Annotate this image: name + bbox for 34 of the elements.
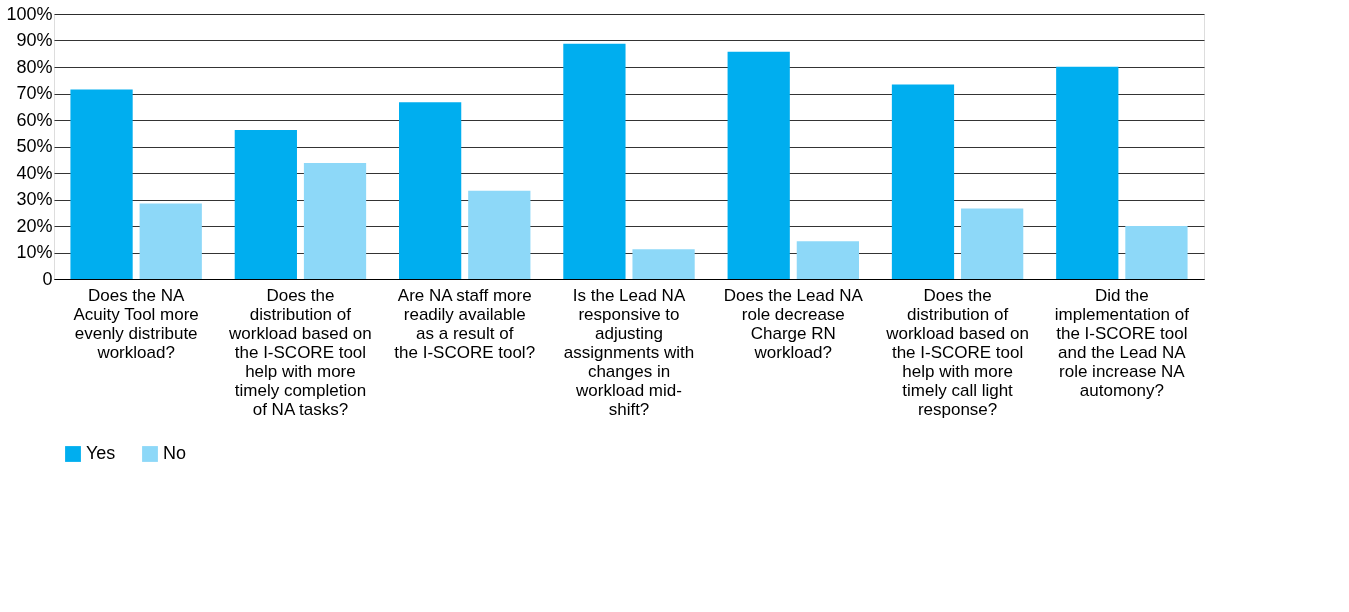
bar: [632, 249, 695, 279]
bar: [796, 241, 859, 279]
bar: [563, 43, 626, 279]
x-tick-label: Does the distribution of workload based on the I-SCORE tool help with more timely completion of NA tasks?: [228, 285, 372, 419]
bar: [139, 203, 202, 279]
y-tick-label: 20%: [16, 215, 53, 236]
y-tick-label: 50%: [16, 136, 53, 156]
legend-label: Yes: [86, 443, 116, 463]
x-tick-label: Are NA staff more readily available as a result of the I-SCORE tool?: [394, 285, 536, 362]
y-tick-label: 10%: [16, 242, 53, 262]
x-tick-label: Does the NA Acuity Tool more evenly distribute workload?: [73, 285, 199, 362]
bar: [468, 190, 531, 279]
x-tick-label: Did the implementation of the I-SCORE tool and the Lead NA role increase NA automony?: [1054, 285, 1190, 400]
bar: [70, 89, 133, 279]
x-tick-label: Does the Lead NA role decrease Charge RN workload?: [723, 285, 864, 362]
bar: [961, 208, 1024, 279]
bar: [727, 51, 790, 279]
bar: [1125, 226, 1188, 279]
y-tick-label: 90%: [16, 30, 53, 50]
y-tick-label: 40%: [16, 162, 53, 183]
y-tick-label: 70%: [16, 83, 53, 103]
y-tick-label: 100%: [6, 3, 53, 24]
bar: [1056, 66, 1119, 279]
bar: [891, 84, 955, 279]
y-tick-label: 30%: [16, 189, 53, 209]
bar: [303, 162, 367, 279]
x-tick-label: Is the Lead NA responsive to adjusting assignments with changes in workload mid-shift?: [563, 285, 695, 419]
y-tick-label: 0: [42, 268, 53, 289]
bar: [399, 102, 462, 279]
y-tick-label: 60%: [16, 109, 53, 130]
x-tick-label: Does the distribution of workload based on the I-SCORE tool help with more timely call light response?: [885, 285, 1029, 419]
y-tick-label: 80%: [16, 56, 53, 77]
bar: [234, 130, 297, 279]
legend-label: No: [163, 443, 187, 463]
